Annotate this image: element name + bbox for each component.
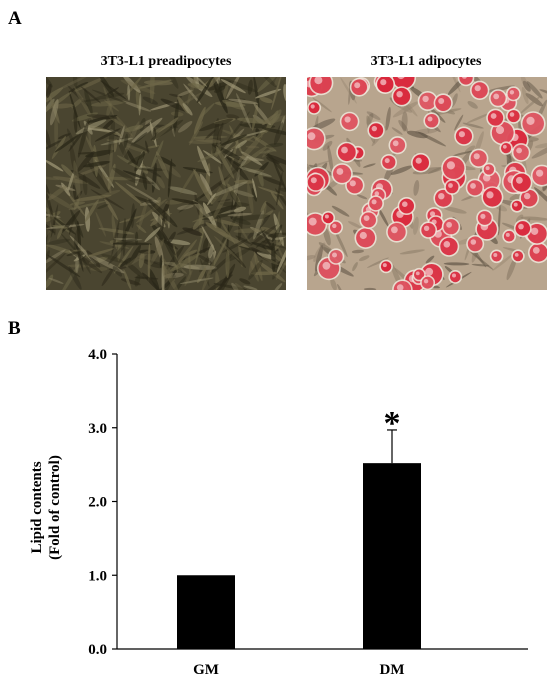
lipid-content-bar-chart: 0.0 1.0 2.0 3.0 4.0 * GM DM Lipid contents (F…	[0, 330, 550, 685]
panel-b-label: B	[8, 318, 21, 339]
y-tick-label: 2.0	[88, 495, 107, 511]
significance-asterisk: *	[384, 405, 401, 442]
x-tick-labels: GM DM	[193, 662, 404, 678]
lipid-stained-cells	[307, 77, 547, 290]
adipocytes-micrograph	[307, 77, 547, 290]
y-tick-label: 1.0	[88, 568, 107, 584]
preadipocytes-image-title: 3T3-L1 preadipocytes	[100, 54, 232, 69]
cell-texture	[46, 77, 286, 290]
y-axis-label-line2: (Fold of control)	[47, 455, 63, 560]
error-bar-dm	[387, 429, 397, 464]
panel-a-label: A	[8, 8, 22, 29]
x-tick-label-dm: DM	[380, 662, 405, 678]
y-tick-label: 3.0	[88, 421, 107, 437]
x-tick-label-gm: GM	[193, 662, 219, 678]
y-tick-label: 4.0	[88, 347, 107, 363]
y-tick-label: 0.0	[88, 642, 107, 658]
bars: *	[177, 405, 421, 649]
adipocytes-image-title: 3T3-L1 adipocytes	[370, 54, 482, 69]
y-ticks: 0.0 1.0 2.0 3.0 4.0	[88, 347, 117, 658]
bar-gm	[177, 575, 235, 649]
preadipocytes-micrograph	[46, 77, 286, 290]
y-axis-label-line1: Lipid contents	[29, 461, 45, 553]
bar-dm	[363, 463, 421, 649]
